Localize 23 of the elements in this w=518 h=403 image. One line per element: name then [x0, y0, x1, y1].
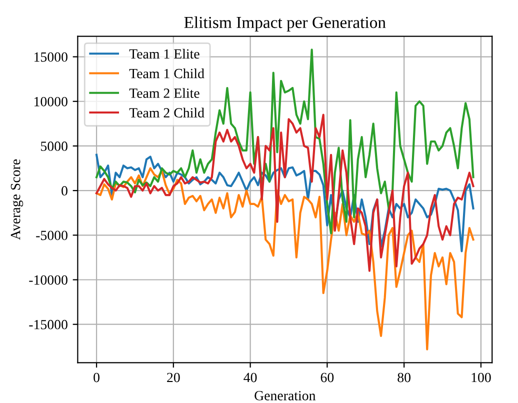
line-series — [95, 48, 474, 234]
x-tick-label: 80 — [398, 372, 410, 382]
y-tick-label: 15000 — [34, 52, 68, 62]
y-tick-label: 5000 — [41, 142, 68, 151]
chart-title: Elitism Impact per Generation — [184, 16, 386, 32]
line-series — [95, 154, 474, 252]
x-tick-label: 60 — [320, 372, 334, 382]
x-tick-label: 100 — [472, 372, 491, 382]
x-axis-title: Generation — [254, 391, 316, 400]
y-axis-title: Average Score — [10, 159, 24, 240]
legend-label: Team 1 Child — [129, 68, 204, 78]
y-tick-label: -5000 — [36, 230, 68, 240]
y-tick-label: 0 — [62, 186, 68, 196]
legend-label: Team 1 Elite — [129, 48, 200, 59]
x-tick-label: 0 — [94, 372, 100, 382]
y-tick-label: 10000 — [34, 96, 68, 106]
legend-label: Team 2 Elite — [129, 88, 200, 98]
y-tick-label: -15000 — [29, 320, 68, 330]
x-tick-label: 40 — [244, 372, 257, 382]
y-tick-label: -10000 — [29, 275, 68, 285]
legend-label: Team 2 Child — [129, 108, 204, 118]
line-series — [95, 167, 474, 350]
x-tick-label: 20 — [167, 372, 180, 382]
